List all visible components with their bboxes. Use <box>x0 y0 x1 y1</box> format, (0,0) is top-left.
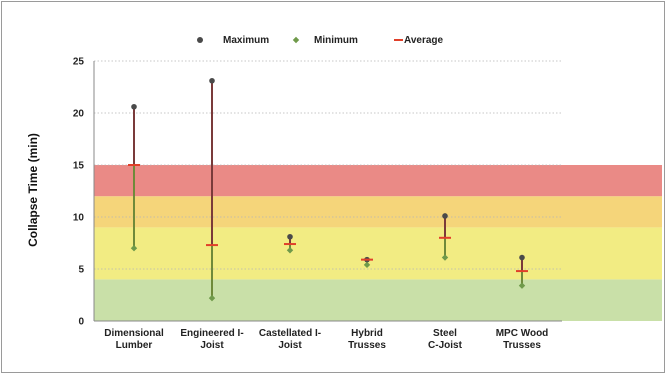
y-tick-label: 10 <box>73 213 85 224</box>
category-label-line: Trusses <box>503 340 541 351</box>
category-label-line: Steel <box>433 328 457 339</box>
category-label-line: Lumber <box>116 340 153 351</box>
maximum-point <box>131 103 137 110</box>
risk-band-2 <box>94 196 662 228</box>
category-label-line: Joist <box>278 340 302 351</box>
legend-minimum-label: Minimum <box>314 35 358 46</box>
risk-bands <box>94 165 662 321</box>
category-label-line: C-Joist <box>428 340 463 351</box>
data-markers <box>128 77 528 302</box>
minimum-point <box>208 294 216 302</box>
minimum-point <box>363 261 371 269</box>
grid-lines <box>94 60 562 270</box>
maximum-point <box>519 254 525 261</box>
y-tick-label: 0 <box>78 317 84 328</box>
risk-band-3 <box>94 165 662 197</box>
category-label: Dimensional Lumber <box>104 328 164 351</box>
category-label-line: Dimensional <box>104 328 164 339</box>
category-label-line: Castellated I- <box>259 328 321 339</box>
legend-maximum-marker <box>197 37 203 43</box>
category-label-line: Hybrid <box>351 328 383 339</box>
category-label: Steel C-Joist <box>428 328 463 351</box>
category-label-line: Trusses <box>348 340 386 351</box>
maximum-point <box>209 77 215 84</box>
category-label: Engineered I-Joist <box>180 328 243 351</box>
risk-band-1 <box>94 227 662 280</box>
minimum-point <box>518 282 526 289</box>
category-label-line: Joist <box>200 340 224 351</box>
y-tick-label: 20 <box>73 109 85 120</box>
legend-average-label: Average <box>404 35 444 46</box>
y-tick-label: 15 <box>73 161 85 172</box>
legend-minimum-marker <box>292 36 300 44</box>
y-axis-title: Collapse Time (min) <box>26 133 40 247</box>
minimum-point <box>286 247 294 254</box>
maximum-point <box>287 233 293 240</box>
y-axis: 0 5 10 15 20 25 <box>73 57 95 328</box>
y-tick-label: 25 <box>73 57 85 68</box>
category-label: Castellated I-Joist <box>259 328 321 351</box>
y-tick-label: 5 <box>78 265 84 276</box>
minimum-point <box>130 245 138 252</box>
legend: Maximum Minimum Average <box>197 35 444 46</box>
category-label-line: MPC Wood <box>496 328 549 339</box>
maximum-point <box>442 213 448 219</box>
category-label: Hybrid Trusses <box>348 328 386 351</box>
risk-band-0 <box>94 279 662 321</box>
category-label: MPC Wood Trusses <box>496 328 549 351</box>
minimum-point <box>441 254 449 261</box>
legend-maximum-label: Maximum <box>223 35 269 46</box>
category-label-line: Engineered I- <box>180 328 243 339</box>
